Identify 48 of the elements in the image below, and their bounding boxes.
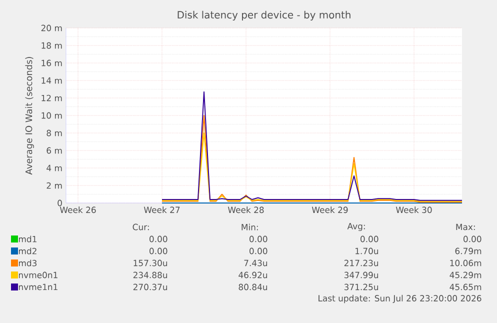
chart-title: Disk latency per device - by month — [178, 10, 350, 21]
text: Last update: Sun Jul 26 23:20:00 2026 — [318, 294, 482, 304]
text: 157.30u — [134, 260, 168, 266]
legend-label: md2 — [18, 248, 36, 254]
text: 80.84u — [238, 284, 268, 290]
text: 371.25u — [344, 284, 378, 290]
text: 46.92u — [238, 272, 268, 278]
y-tick-label: 14 m — [42, 77, 62, 84]
x-tick-label: Week 29 — [312, 206, 348, 214]
x-tick-label: Week 28 — [228, 206, 264, 214]
text: 6.79m — [455, 248, 482, 254]
text: 7.43u — [244, 260, 268, 266]
y-tick-label: 4 m — [46, 164, 62, 172]
text: 0.00 — [150, 236, 168, 242]
legend-label: md3 — [18, 260, 37, 266]
text: 270.37u — [133, 284, 168, 290]
y-tick-label: 8 m — [46, 130, 62, 136]
text: 347.99u — [344, 272, 378, 278]
y-tick-label: 20 m — [41, 24, 62, 32]
text: 45.29m — [450, 272, 482, 278]
text: 0.00 — [150, 248, 168, 254]
text: 234.88u — [133, 272, 168, 278]
y-tick-label: 18 m — [42, 42, 62, 49]
y-tick-label: 10 m — [42, 112, 62, 119]
y-tick-label: 16 m — [42, 60, 62, 66]
text: 45.65m — [450, 284, 482, 290]
text: 1.70u — [356, 248, 378, 254]
x-tick-label: Week 26 — [60, 206, 96, 214]
x-tick-label: Week 30 — [396, 206, 432, 214]
text: Min: — [242, 224, 258, 230]
y-tick-label: 12 m — [42, 94, 62, 102]
y-tick-label: 6 m — [46, 147, 62, 154]
text: 0.00 — [360, 236, 378, 242]
text: 10.06m — [450, 260, 482, 266]
text: 0.00 — [250, 248, 268, 254]
text: Cur: — [132, 224, 149, 230]
text: Avg: — [347, 223, 365, 231]
text: 217.23u — [344, 260, 378, 266]
legend-label: md1 — [18, 236, 36, 242]
text: Max: — [456, 224, 475, 230]
text: 0.00 — [250, 236, 268, 242]
legend-label: nvme1n1 — [18, 284, 58, 290]
y-tick-label: 2 m — [46, 182, 62, 189]
x-tick-label: Week 27 — [144, 206, 180, 214]
y-tick-label: 0 — [58, 200, 62, 206]
y-axis-title: Average IO Wait (seconds) — [25, 57, 34, 175]
legend-label: nvme0n1 — [18, 272, 58, 278]
text: 0.00 — [464, 236, 482, 242]
